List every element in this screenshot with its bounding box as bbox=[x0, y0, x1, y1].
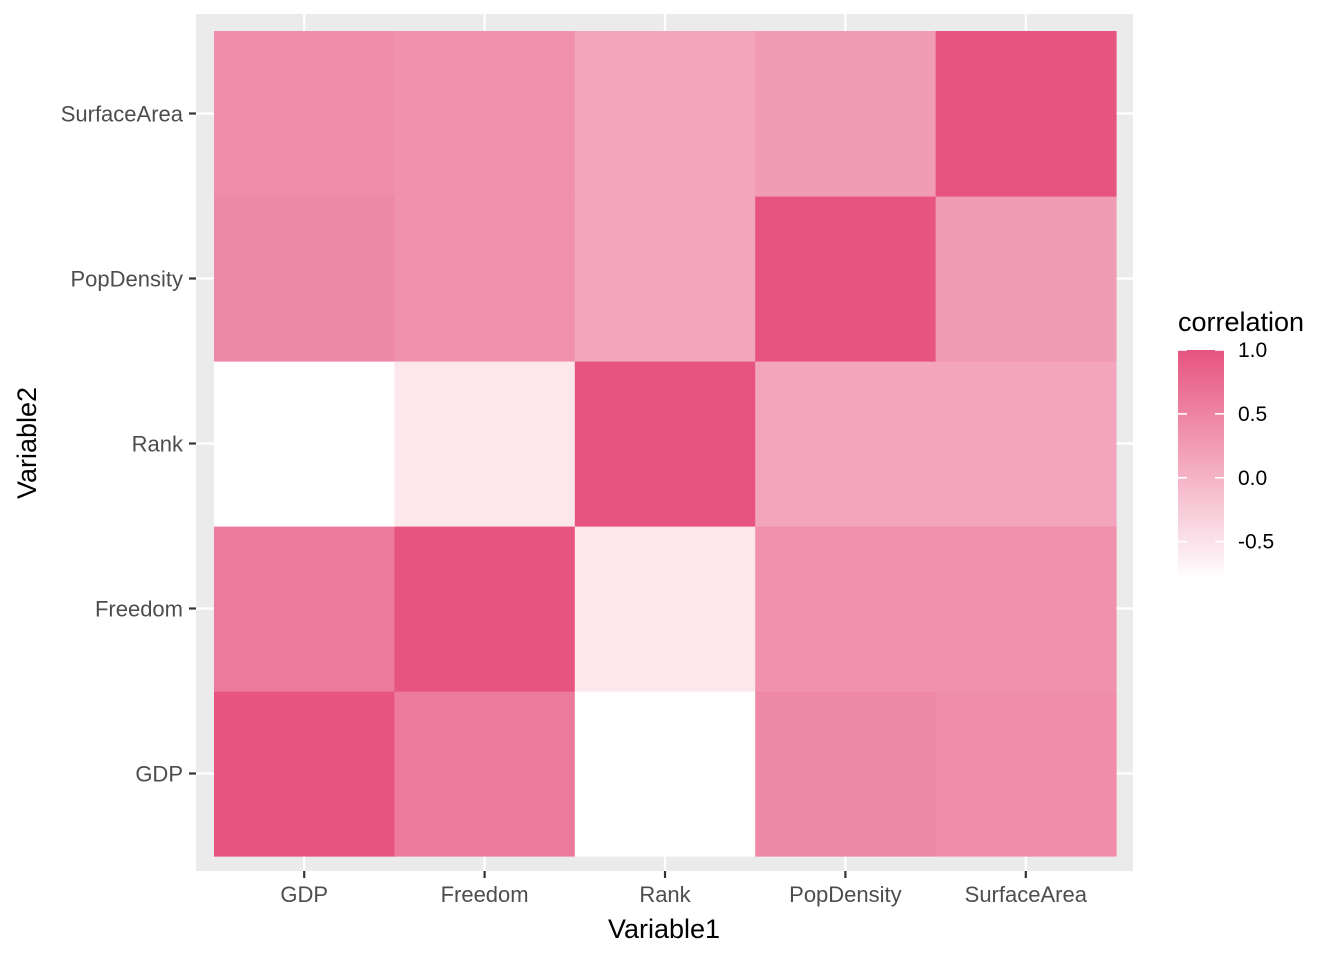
y-axis-title: Variable2 bbox=[12, 387, 42, 499]
legend-title: correlation bbox=[1178, 307, 1304, 337]
heatmap-cell-rank-rank bbox=[574, 361, 756, 527]
heatmap-cell-freedom-freedom bbox=[394, 526, 576, 692]
y-tick-label: GDP bbox=[135, 762, 183, 787]
heatmap-cell-surfacearea-freedom bbox=[935, 526, 1117, 692]
heatmap-cell-freedom-gdp bbox=[394, 691, 576, 857]
legend-tick-label: -0.5 bbox=[1238, 531, 1274, 554]
heatmap-cell-freedom-rank bbox=[394, 361, 576, 527]
heatmap-cell-freedom-surfacearea bbox=[394, 31, 576, 197]
y-tick-label: Rank bbox=[132, 432, 184, 457]
legend-ticks: 1.0 0.5 0.0 -0.5 bbox=[1178, 339, 1274, 554]
heatmap-cell-gdp-rank bbox=[214, 361, 395, 527]
heatmap-cell-freedom-popdensity bbox=[394, 196, 576, 362]
legend: correlation 1.0 0.5 0.0 -0.5 bbox=[1178, 307, 1304, 580]
y-tick-label: SurfaceArea bbox=[61, 102, 184, 127]
heatmap-cell-gdp-popdensity bbox=[214, 196, 395, 362]
heatmap-cell-surfacearea-popdensity bbox=[935, 196, 1117, 362]
heatmap-cell-gdp-freedom bbox=[214, 526, 395, 692]
y-axis: GDP Freedom Rank PopDensity SurfaceArea bbox=[61, 102, 196, 787]
legend-colorbar bbox=[1178, 350, 1224, 580]
x-tick-label: SurfaceArea bbox=[965, 882, 1088, 907]
y-tick-label: Freedom bbox=[95, 597, 183, 622]
heatmap-cell-surfacearea-rank bbox=[935, 361, 1117, 527]
heatmap-cell-rank-freedom bbox=[574, 526, 756, 692]
heatmap-cell-popdensity-popdensity bbox=[755, 196, 937, 362]
x-tick-label: Freedom bbox=[441, 882, 529, 907]
heatmap-cell-gdp-surfacearea bbox=[214, 31, 395, 197]
x-tick-label: GDP bbox=[280, 882, 328, 907]
x-tick-label: Rank bbox=[639, 882, 691, 907]
legend-tick-label: 0.0 bbox=[1238, 467, 1267, 490]
heatmap-tiles bbox=[214, 31, 1117, 857]
heatmap-cell-rank-surfacearea bbox=[574, 31, 756, 197]
heatmap-cell-popdensity-gdp bbox=[755, 691, 937, 857]
x-tick-label: PopDensity bbox=[789, 882, 902, 907]
legend-tick-label: 1.0 bbox=[1238, 339, 1267, 362]
heatmap-cell-popdensity-freedom bbox=[755, 526, 937, 692]
heatmap-cell-popdensity-surfacearea bbox=[755, 31, 937, 197]
x-axis-title: Variable1 bbox=[608, 914, 720, 944]
y-tick-label: PopDensity bbox=[70, 267, 183, 292]
heatmap-cell-popdensity-rank bbox=[755, 361, 937, 527]
heatmap-cell-surfacearea-gdp bbox=[935, 691, 1117, 857]
legend-tick-label: 0.5 bbox=[1238, 403, 1267, 426]
heatmap-cell-rank-gdp bbox=[574, 691, 756, 857]
heatmap-cell-surfacearea-surfacearea bbox=[935, 31, 1117, 197]
heatmap-cell-rank-popdensity bbox=[574, 196, 756, 362]
x-axis: GDP Freedom Rank PopDensity SurfaceArea bbox=[280, 871, 1088, 907]
heatmap-cell-gdp-gdp bbox=[214, 691, 395, 857]
